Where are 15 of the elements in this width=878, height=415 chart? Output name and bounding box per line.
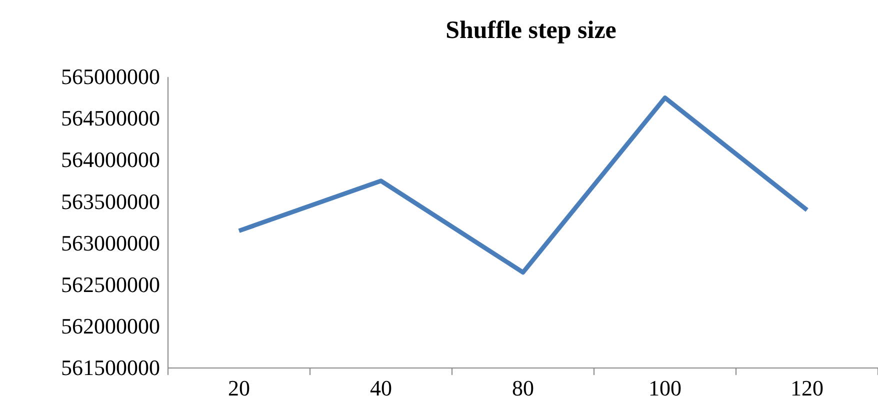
x-tick-label: 40 bbox=[370, 376, 392, 401]
y-tick-label: 562000000 bbox=[61, 313, 160, 338]
y-tick-label: 563500000 bbox=[61, 188, 160, 214]
x-tick-label: 120 bbox=[790, 376, 824, 401]
line-series bbox=[236, 96, 810, 275]
y-tick-label: 562500000 bbox=[61, 272, 160, 297]
y-tick-label: 563000000 bbox=[61, 230, 160, 256]
y-tick-label: 564000000 bbox=[61, 147, 160, 172]
y-tick-label: 565000000 bbox=[61, 64, 160, 90]
x-tick-label: 20 bbox=[228, 376, 250, 401]
chart-title: Shuffle step size bbox=[446, 17, 616, 44]
x-tick-label: 100 bbox=[648, 376, 682, 401]
y-tick-label: 561500000 bbox=[61, 355, 160, 380]
x-tick-label: 80 bbox=[512, 376, 534, 401]
y-tick-label: 564500000 bbox=[61, 106, 160, 131]
